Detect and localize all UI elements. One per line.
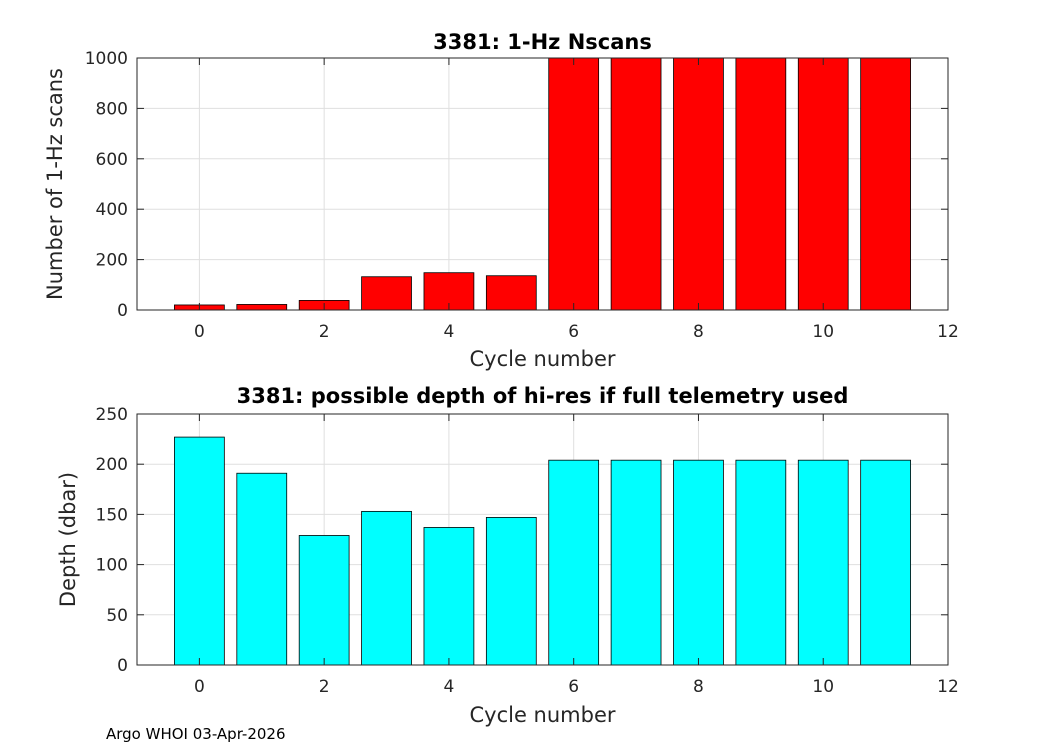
chart-depth: 0 2 4 6 8 10 12 0 50 100 150 200 250 3381: possible d…	[56, 384, 959, 727]
bar	[361, 276, 412, 311]
x-tick-label: 8	[693, 677, 704, 697]
x-axis-label: Cycle number	[469, 703, 615, 727]
x-tick-label: 0	[194, 322, 205, 342]
axes-box	[136, 57, 949, 311]
chart-title: 3381: possible depth of hi-res if full t…	[237, 384, 849, 408]
bar	[174, 436, 225, 666]
x-tick-label: 6	[568, 322, 579, 342]
y-tick-label: 100	[96, 556, 128, 576]
bar	[548, 57, 600, 311]
x-tick-label: 10	[812, 677, 834, 697]
bar	[610, 459, 662, 666]
chart-nscans: 0 2 4 6 8 10 12 0 200 400 600 800 1000 3381: 1-Hz Nsc…	[43, 30, 959, 371]
bar	[860, 57, 911, 311]
bar	[423, 527, 475, 666]
y-tick-label: 0	[117, 301, 128, 321]
x-tick-label: 8	[693, 322, 704, 342]
bar	[236, 472, 288, 666]
x-tick-label: 0	[194, 677, 205, 697]
axes-box	[136, 413, 949, 666]
y-tick-label: 200	[96, 455, 128, 475]
bar	[735, 57, 787, 311]
y-tick-label: 250	[96, 405, 128, 425]
y-tick-label: 50	[106, 606, 128, 626]
x-tick-label: 10	[812, 322, 834, 342]
y-tick-label: 600	[96, 150, 128, 170]
bar	[236, 304, 288, 311]
y-tick-label: 0	[117, 656, 128, 676]
bar	[298, 535, 350, 666]
x-tick-label: 2	[319, 322, 330, 342]
bar	[797, 459, 849, 666]
bar	[797, 57, 849, 311]
bar	[485, 517, 537, 666]
x-tick-label: 2	[319, 677, 330, 697]
bar	[361, 510, 412, 666]
y-tick-label: 800	[96, 99, 128, 119]
y-tick-label: 150	[96, 505, 128, 525]
x-tick-label: 12	[937, 677, 959, 697]
bar	[485, 275, 537, 311]
x-tick-label: 6	[568, 677, 579, 697]
bar	[673, 57, 724, 311]
y-axis-label: Number of 1-Hz scans	[43, 68, 67, 300]
x-tick-label: 12	[937, 322, 959, 342]
y-tick-label: 200	[96, 251, 128, 271]
x-tick-label: 4	[444, 322, 455, 342]
bar	[548, 459, 600, 666]
y-axis-label: Depth (dbar)	[56, 472, 80, 607]
x-tick-label: 4	[444, 677, 455, 697]
chart-title: 3381: 1-Hz Nscans	[433, 30, 652, 54]
footer-credit: Argo WHOI 03-Apr-2026	[106, 725, 286, 743]
bar	[860, 459, 911, 666]
bar	[610, 57, 662, 311]
x-axis-label: Cycle number	[469, 347, 615, 371]
bar	[673, 459, 724, 666]
y-tick-label: 1000	[85, 49, 128, 69]
y-tick-label: 400	[96, 200, 128, 220]
bar	[735, 459, 787, 666]
